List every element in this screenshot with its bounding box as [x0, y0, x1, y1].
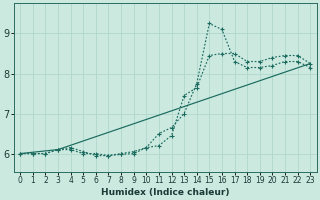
- X-axis label: Humidex (Indice chaleur): Humidex (Indice chaleur): [101, 188, 229, 197]
